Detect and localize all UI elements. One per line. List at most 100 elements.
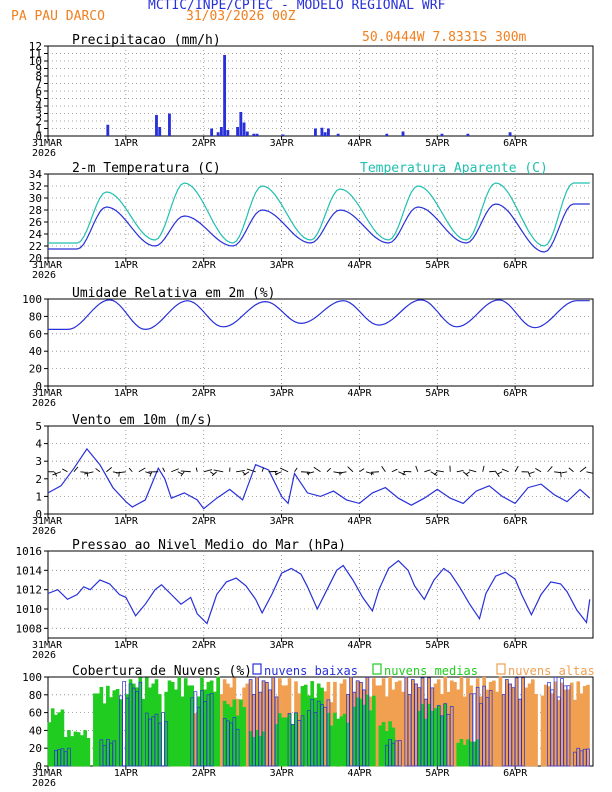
cloud-bar bbox=[86, 737, 91, 767]
wind-arrow bbox=[80, 471, 87, 473]
cloud-bar bbox=[226, 704, 230, 767]
cloud-bar bbox=[414, 683, 418, 767]
y-tick-label: 80 bbox=[29, 310, 42, 323]
cloud-bar bbox=[566, 689, 571, 767]
precip-bar bbox=[155, 115, 158, 136]
x-tick-label: 4APR bbox=[347, 388, 372, 399]
panel-wind: 0 1 2 3 4 5 31MAR 1APR 2APR 3APR 4APR 5APR 6APR 2026 V… bbox=[32, 413, 594, 537]
cloud-bar bbox=[391, 727, 396, 767]
y-tick-label: 60 bbox=[29, 328, 42, 341]
cloud-bar bbox=[93, 693, 97, 767]
x-tick-label: 3APR bbox=[270, 640, 295, 651]
y-tick-label: 32 bbox=[29, 180, 42, 193]
x-tick-label: 1APR bbox=[114, 388, 139, 399]
legend-swatch bbox=[252, 663, 262, 675]
cloud-bar bbox=[508, 683, 512, 767]
cloud-bar bbox=[469, 741, 473, 767]
cloud-bar bbox=[436, 705, 441, 767]
cloud-bar bbox=[297, 693, 302, 767]
plot-frame bbox=[47, 298, 594, 387]
y-tick-label: 1 bbox=[35, 490, 42, 503]
cloud-bar bbox=[80, 735, 84, 767]
wind-arrow bbox=[391, 468, 398, 473]
cloud-bar bbox=[284, 717, 289, 767]
wind-arrow bbox=[73, 466, 79, 473]
cloud-bar bbox=[106, 685, 110, 767]
cloud-bar bbox=[352, 706, 357, 767]
cloud-bar bbox=[449, 680, 454, 767]
cloud-bar bbox=[475, 739, 480, 767]
cloud-bar bbox=[498, 676, 503, 767]
wind-arrow bbox=[326, 467, 332, 473]
cloud-bar bbox=[183, 678, 188, 767]
cloud-bar bbox=[213, 691, 217, 767]
x-tick-label: 4APR bbox=[347, 260, 372, 271]
cloud-bar bbox=[342, 713, 347, 767]
precip-bar bbox=[255, 133, 259, 136]
precip-bar bbox=[281, 134, 285, 136]
cloud-bar bbox=[316, 683, 321, 767]
wind-arrow bbox=[527, 471, 531, 478]
wind-arrow bbox=[138, 467, 146, 473]
cloud-bar bbox=[417, 710, 422, 767]
cloud-bar bbox=[96, 693, 100, 767]
cloud-bar bbox=[300, 715, 305, 767]
x-tick-label: 3APR bbox=[270, 388, 295, 399]
x-tick-label: 1APR bbox=[114, 516, 139, 527]
wind-arrow bbox=[433, 471, 438, 476]
cloud-bar bbox=[164, 691, 169, 767]
x-tick-label: 6APR bbox=[503, 388, 528, 399]
wind-arrow bbox=[465, 471, 470, 475]
cloud-bar bbox=[556, 700, 561, 767]
wind-arrow bbox=[579, 466, 587, 473]
wind-arrow bbox=[162, 467, 166, 472]
cloud-bar bbox=[521, 677, 525, 767]
y-tick-label: 1016 bbox=[16, 545, 43, 558]
wind-arrow bbox=[128, 467, 133, 473]
x-tick-label: 2APR bbox=[192, 260, 217, 271]
x-tick-label: 2APR bbox=[192, 768, 217, 779]
wind-arrow bbox=[561, 471, 568, 474]
cloud-bar bbox=[177, 676, 182, 767]
wind-arrow bbox=[347, 466, 354, 473]
cloud-bar bbox=[524, 687, 529, 767]
wind-arrow bbox=[243, 471, 250, 476]
y-tick-label: 26 bbox=[29, 216, 42, 229]
cloud-bar bbox=[70, 736, 74, 767]
wind-arrow bbox=[529, 471, 535, 474]
cloud-bar bbox=[362, 704, 366, 767]
cloud-bar bbox=[479, 696, 483, 767]
cloud-bar bbox=[274, 696, 279, 767]
cloud-bar bbox=[326, 699, 331, 767]
cloud-bar bbox=[258, 736, 263, 767]
y-tick-label: 100 bbox=[22, 671, 42, 684]
x-tick-label: 31MAR bbox=[32, 260, 63, 271]
cloud-bar bbox=[323, 691, 328, 767]
cloud-bar bbox=[485, 689, 490, 767]
x-tick-label: 3APR bbox=[270, 768, 295, 779]
wind-arrow bbox=[84, 471, 94, 475]
wind-arrow bbox=[568, 467, 574, 473]
cloud-bar bbox=[157, 694, 162, 767]
x-tick-label: 3APR bbox=[270, 260, 295, 271]
cloud-bar bbox=[372, 695, 376, 767]
precip-bar bbox=[168, 113, 171, 136]
y-tick-label: 1 bbox=[35, 123, 42, 136]
cloud-bar bbox=[180, 696, 185, 767]
wind-arrow bbox=[203, 469, 213, 473]
wind-arrow bbox=[180, 470, 191, 473]
precip-bar bbox=[223, 55, 227, 136]
cloud-bar bbox=[547, 686, 551, 767]
cloud-bar bbox=[326, 712, 331, 767]
cloud-bar bbox=[563, 689, 568, 767]
y-tick-label: 34 bbox=[29, 168, 43, 181]
cloud-bar bbox=[151, 683, 156, 767]
cloud-bar bbox=[148, 687, 152, 767]
y-tick-label: 30 bbox=[29, 192, 42, 205]
wind-speed-line bbox=[47, 447, 591, 510]
cloud-bar bbox=[131, 683, 136, 767]
cloud-bar bbox=[566, 685, 571, 767]
panel-clouds: 0 20 40 60 80 100 31MAR 1APR 2APR 3APR 4APR 5APR 6AP… bbox=[22, 663, 595, 789]
x-tick-label: 5APR bbox=[425, 138, 450, 149]
x-year-label: 2026 bbox=[32, 778, 56, 789]
